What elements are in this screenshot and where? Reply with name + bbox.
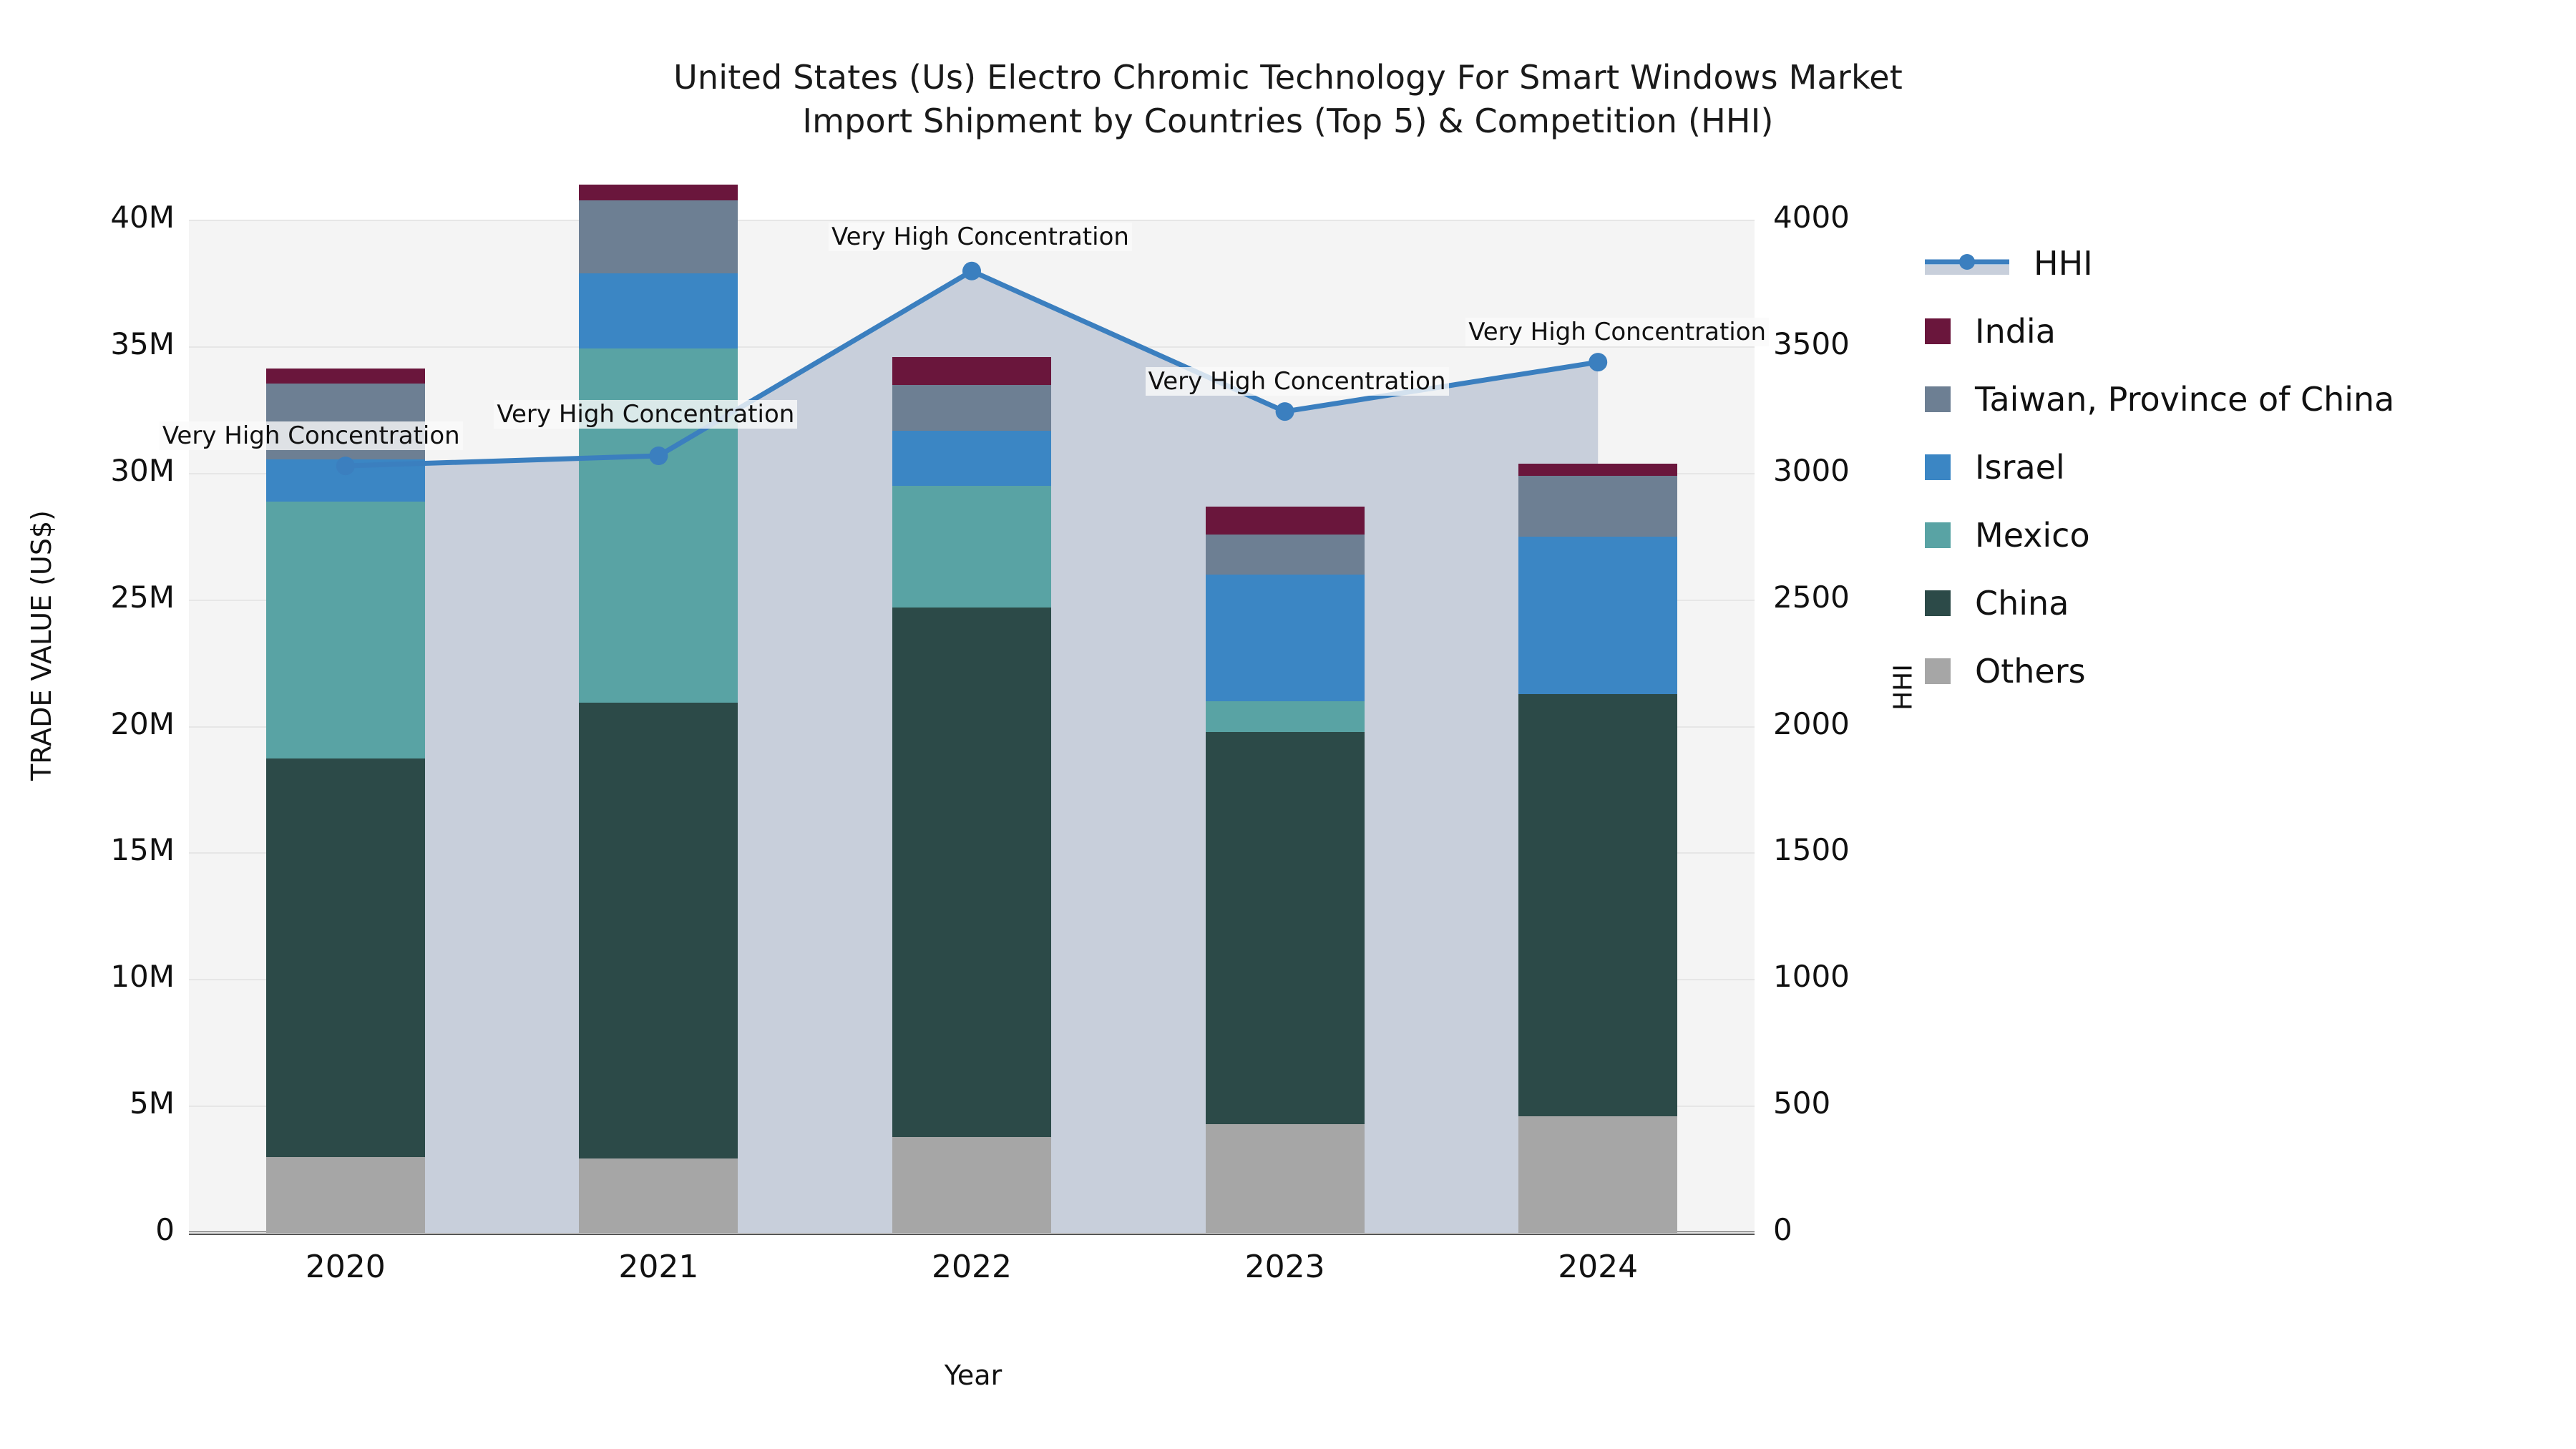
bar-group-2024[interactable] [1518, 220, 1678, 1233]
bar-segment[interactable] [1205, 731, 1365, 1124]
y-axis-left-tick: 5M [130, 1085, 175, 1121]
y-axis-right-tick: 1500 [1773, 832, 1850, 868]
legend-color-swatch [1925, 590, 1951, 616]
title-line-2: Import Shipment by Countries (Top 5) & C… [802, 101, 1774, 140]
legend-item-india[interactable]: India [1925, 297, 2555, 365]
x-axis-tick-2021: 2021 [618, 1249, 699, 1285]
legend-color-swatch [1925, 318, 1951, 344]
legend-item-label: Mexico [1975, 515, 2090, 555]
annotation-layer: Very High Concentration Very High Concent… [159, 220, 1770, 1233]
plot-area: Very High Concentration Very High Concent… [159, 185, 1770, 1234]
legend-item-mexico[interactable]: Mexico [1925, 501, 2555, 569]
page-title: United States (Us) Electro Chromic Techn… [0, 56, 2576, 142]
gridline [189, 1232, 1755, 1234]
y-axis-right-tick: 1000 [1773, 959, 1850, 995]
x-axis-tick-2020: 2020 [305, 1249, 386, 1285]
bar-segment[interactable] [892, 384, 1051, 431]
hhi-data-point[interactable] [1275, 402, 1294, 421]
bar-segment[interactable] [579, 702, 738, 1158]
bar-segment[interactable] [579, 185, 738, 200]
x-axis-tick-2023: 2023 [1244, 1249, 1325, 1285]
bar-segment[interactable] [1205, 506, 1365, 535]
bar-segment[interactable] [579, 1158, 738, 1233]
bar-segment[interactable] [1518, 537, 1678, 694]
bar-group-2023[interactable] [1205, 220, 1365, 1233]
y-axis-left-tick: 15M [110, 832, 175, 868]
bar-segment[interactable] [892, 486, 1051, 608]
bar-segment[interactable] [892, 608, 1051, 1137]
legend-item-others[interactable]: Others [1925, 637, 2555, 705]
legend-color-swatch [1925, 386, 1951, 412]
bar-segment[interactable] [265, 1156, 425, 1233]
legend-line-swatch [1925, 250, 2009, 276]
bar-segment[interactable] [1518, 463, 1678, 477]
y-axis-left-tick: 0 [155, 1212, 175, 1247]
y-axis-right-tick: 500 [1773, 1085, 1831, 1121]
legend-item-label: Others [1975, 651, 2086, 691]
bar-segment[interactable] [892, 430, 1051, 487]
x-axis-tick-2024: 2024 [1558, 1249, 1639, 1285]
y-axis-left-tick: 30M [110, 452, 175, 488]
bar-segment[interactable] [1518, 476, 1678, 537]
legend-color-swatch [1925, 522, 1951, 548]
y-axis-right-tick: 3500 [1773, 326, 1850, 361]
legend-item-label: India [1975, 311, 2056, 351]
bar-segment[interactable] [892, 357, 1051, 385]
legend-color-swatch [1925, 454, 1951, 480]
bar-segment[interactable] [265, 758, 425, 1157]
bar-segment[interactable] [1205, 575, 1365, 702]
hhi-data-point[interactable] [336, 457, 355, 476]
bar-segment[interactable] [579, 273, 738, 348]
y-axis-right-tick: 3000 [1773, 452, 1850, 488]
y-axis-right-tick: 2500 [1773, 579, 1850, 615]
concentration-annotation: Very High Concentration [829, 222, 1132, 251]
concentration-annotation: Very High Concentration [159, 421, 463, 451]
legend-item-label: HHI [2034, 243, 2093, 283]
legend-item-label: Israel [1975, 447, 2065, 487]
bar-segment[interactable] [265, 368, 425, 384]
concentration-annotation: Very High Concentration [1465, 318, 1770, 347]
legend-item-hhi[interactable]: HHI [1925, 229, 2555, 297]
y-axis-left-label: TRADE VALUE (US$) [26, 510, 57, 781]
x-axis-tick-2022: 2022 [932, 1249, 1012, 1285]
hhi-data-point[interactable] [649, 447, 668, 465]
legend: HHI India Taiwan, Province of China Israel M… [1925, 229, 2555, 705]
y-axis-left-tick: 10M [110, 959, 175, 995]
stacked-bars [189, 185, 1755, 1233]
y-axis-right-tick: 2000 [1773, 706, 1850, 741]
y-axis-left-tick: 35M [110, 326, 175, 361]
bar-segment[interactable] [892, 1136, 1051, 1233]
bar-segment[interactable] [1205, 534, 1365, 575]
concentration-annotation: Very High Concentration [1145, 367, 1449, 396]
bar-group-2022[interactable] [892, 220, 1051, 1233]
y-axis-left-tick: 25M [110, 579, 175, 615]
bar-segment[interactable] [1518, 1116, 1678, 1233]
bar-segment[interactable] [1205, 1123, 1365, 1233]
gridline [189, 220, 1755, 221]
hhi-data-point[interactable] [1589, 353, 1608, 372]
legend-color-swatch [1925, 658, 1951, 684]
legend-item-taiwan-province-of-china[interactable]: Taiwan, Province of China [1925, 365, 2555, 433]
title-line-1: United States (Us) Electro Chromic Techn… [673, 58, 1903, 97]
hhi-data-point[interactable] [962, 261, 981, 280]
bar-segment[interactable] [579, 200, 738, 274]
y-axis-right-label: HHI [1888, 664, 1918, 711]
legend-item-israel[interactable]: Israel [1925, 433, 2555, 501]
bar-segment[interactable] [265, 501, 425, 758]
legend-item-china[interactable]: China [1925, 569, 2555, 637]
x-axis-label: Year [944, 1360, 1002, 1391]
y-axis-left-tick: 20M [110, 706, 175, 741]
y-axis-right-tick: 0 [1773, 1212, 1792, 1247]
bar-segment[interactable] [1205, 701, 1365, 732]
y-axis-right-tick: 4000 [1773, 200, 1850, 235]
legend-item-label: China [1975, 583, 2069, 623]
legend-item-label: Taiwan, Province of China [1975, 379, 2395, 419]
bar-segment[interactable] [1518, 693, 1678, 1117]
concentration-annotation: Very High Concentration [494, 399, 798, 429]
y-axis-left-tick: 40M [110, 200, 175, 235]
